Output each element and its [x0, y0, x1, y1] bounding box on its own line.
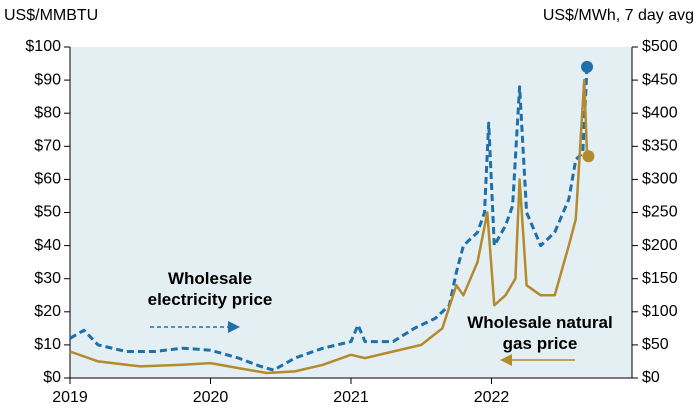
y-tick-label: $0: [43, 369, 61, 386]
x-tick-label: 2022: [474, 389, 510, 406]
y2-tick-label: $500: [642, 38, 678, 55]
end-dot: [582, 150, 595, 163]
plot-area: [70, 47, 632, 378]
y2-tick-label: $200: [642, 237, 678, 254]
left-axis-label: US$/MMBTU: [4, 7, 98, 24]
y-tick-label: $80: [34, 104, 61, 121]
x-tick-label: 2019: [52, 389, 88, 406]
series-line: [69, 78, 590, 375]
end-dot: [581, 60, 594, 73]
y2-tick-label: $350: [642, 138, 678, 155]
y2-tick-label: $400: [642, 104, 678, 121]
y2-tick-label: $100: [642, 303, 678, 320]
y2-tick-label: $0: [642, 369, 660, 386]
y2-tick-label: $50: [642, 336, 669, 353]
y-tick-label: $60: [34, 171, 61, 188]
gas-arrow-head: [500, 354, 512, 366]
x-tick-label: 2020: [193, 389, 229, 406]
y-tick-label: $30: [34, 270, 61, 287]
right-axis-label: US$/MWh, 7 day avg: [543, 7, 694, 24]
series-line: [69, 66, 589, 372]
y-tick-label: $10: [34, 336, 61, 353]
y2-tick-label: $300: [642, 171, 678, 188]
y-tick-label: $40: [34, 237, 61, 254]
y2-tick-label: $450: [642, 71, 678, 88]
electricity-annotation: Wholesale electricity price: [147, 269, 273, 309]
gas-annotation: Wholesale natural gas price: [467, 313, 613, 353]
y-tick-label: $50: [34, 204, 61, 221]
y-tick-label: $70: [34, 138, 61, 155]
electricity-arrow-head: [228, 321, 240, 333]
x-tick-label: 2021: [333, 389, 369, 406]
y-tick-label: $90: [34, 71, 61, 88]
y2-tick-label: $150: [642, 270, 678, 287]
y-tick-label: $100: [25, 38, 61, 55]
y-tick-label: $20: [34, 303, 61, 320]
y2-tick-label: $250: [642, 204, 678, 221]
